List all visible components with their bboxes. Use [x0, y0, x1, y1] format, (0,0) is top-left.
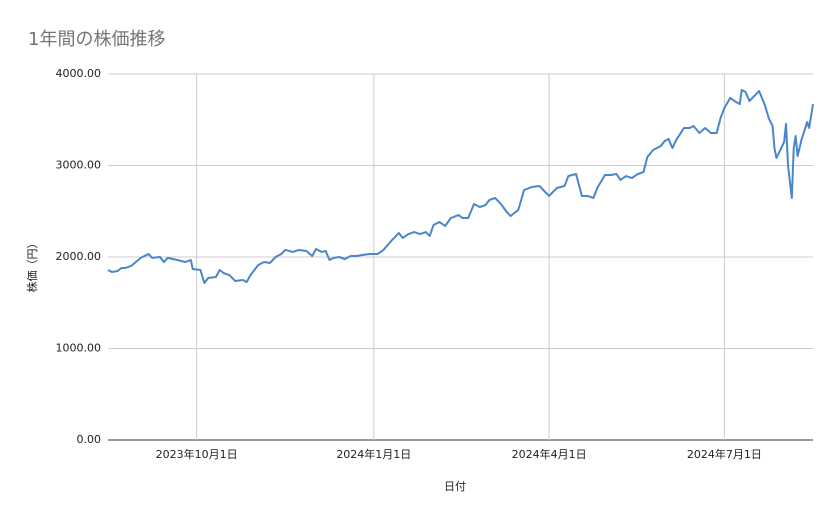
y-tick-label: 3000.00 [56, 159, 102, 172]
x-tick-label: 2024年4月1日 [512, 447, 587, 461]
x-axis-label: 日付 [444, 480, 466, 493]
y-axis-label: 株価（円） [25, 238, 39, 293]
x-tick-label: 2023年10月1日 [156, 447, 238, 461]
y-tick-label: 4000.00 [56, 67, 102, 80]
y-tick-label: 2000.00 [56, 250, 102, 263]
line [107, 89, 814, 284]
x-tick-label: 2024年1月1日 [336, 447, 411, 461]
y-tick-label: 1000.00 [56, 342, 102, 355]
x-tick-label: 2024年7月1日 [687, 447, 762, 461]
y-tick-label: 0.00 [77, 433, 102, 446]
chart-title: 1年間の株価推移 [28, 29, 165, 50]
